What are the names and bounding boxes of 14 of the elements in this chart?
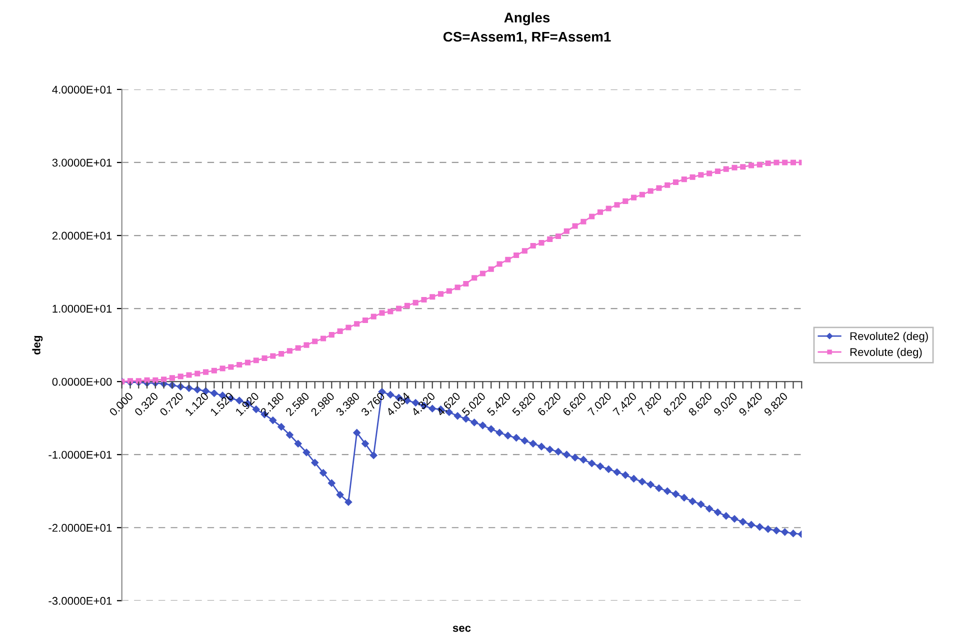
y-tick-label: 0.0000E+00: [52, 378, 112, 386]
y-tick-label: -3.0000E+01: [48, 596, 112, 605]
y-tick-label: 2.0000E+01: [52, 232, 112, 240]
chart-subtitle: CS=Assem1, RF=Assem1: [443, 32, 611, 44]
y-tick-label: 3.0000E+01: [52, 158, 112, 167]
x-axis-title: sec: [452, 626, 471, 632]
y-axis-title: deg: [32, 336, 43, 354]
y-tick-label: 1.0000E+01: [52, 304, 112, 313]
y-tick-label: -2.0000E+01: [48, 524, 112, 532]
chart-title: Angles: [504, 12, 550, 26]
y-tick-label: 4.0000E+01: [52, 86, 112, 94]
legend-label: Revolute2 (deg): [850, 332, 928, 342]
legend-label: Revolute (deg): [850, 348, 922, 358]
y-tick-label: -1.0000E+01: [48, 450, 112, 459]
